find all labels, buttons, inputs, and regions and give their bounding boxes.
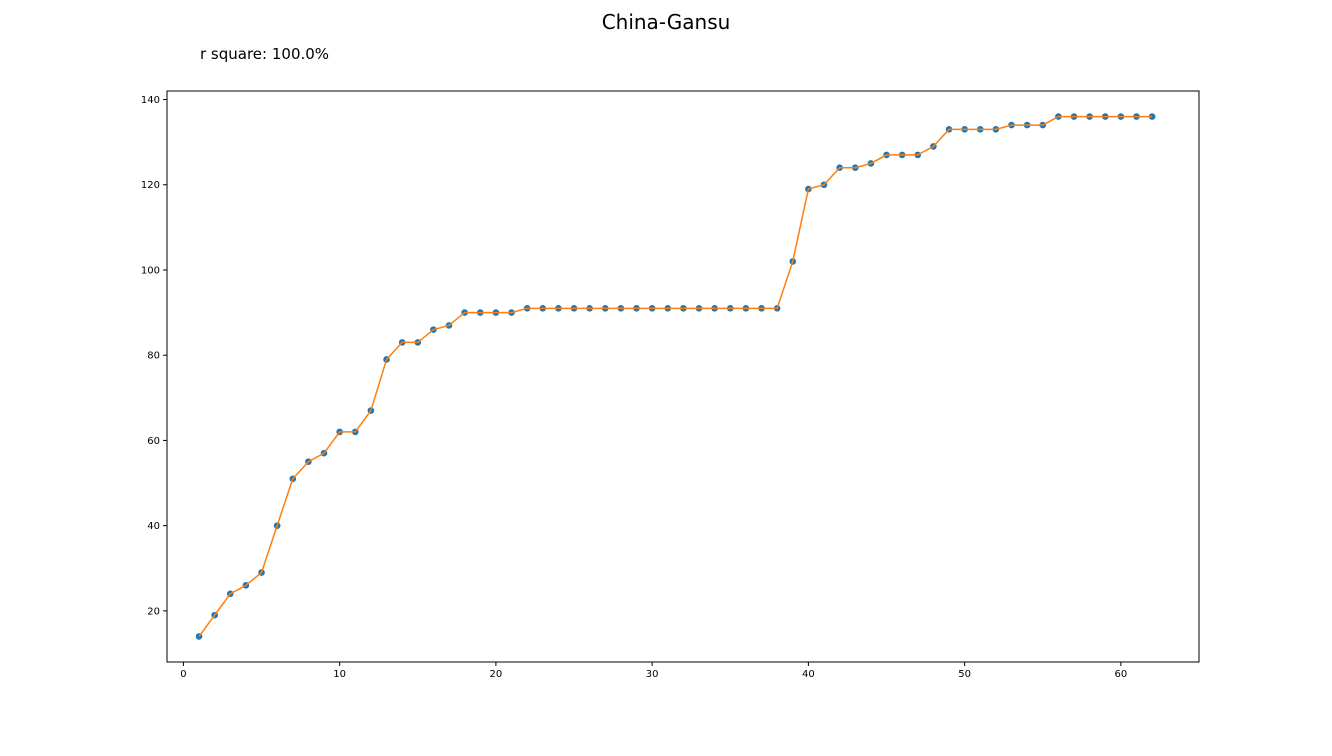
x-tick-label: 0 bbox=[180, 669, 186, 680]
chart-title: China-Gansu bbox=[601, 10, 731, 34]
y-axis-ticks: 20 40 60 80 100 120 140 bbox=[141, 95, 167, 617]
x-tick: 50 bbox=[958, 662, 971, 680]
x-tick-label: 10 bbox=[333, 669, 346, 680]
x-tick: 0 bbox=[180, 662, 187, 680]
x-tick: 30 bbox=[646, 662, 659, 680]
y-tick-label: 140 bbox=[141, 95, 160, 106]
fit-line bbox=[198, 115, 1153, 637]
x-tick: 10 bbox=[333, 662, 346, 680]
y-tick: 120 bbox=[141, 180, 167, 191]
data-points-layer bbox=[195, 113, 1156, 640]
y-tick: 20 bbox=[147, 606, 167, 617]
y-tick-label: 40 bbox=[147, 521, 160, 532]
y-tick: 140 bbox=[141, 95, 167, 106]
x-tick: 20 bbox=[490, 662, 503, 680]
x-tick: 60 bbox=[1115, 662, 1128, 680]
x-axis-ticks: 0 10 20 30 40 50 60 bbox=[180, 662, 1127, 680]
x-tick-label: 20 bbox=[490, 669, 503, 680]
y-tick: 60 bbox=[147, 436, 167, 447]
y-tick-label: 20 bbox=[147, 606, 160, 617]
y-tick: 100 bbox=[141, 265, 167, 276]
x-tick-label: 40 bbox=[802, 669, 815, 680]
x-tick-label: 60 bbox=[1115, 669, 1128, 680]
y-tick-label: 60 bbox=[147, 436, 160, 447]
y-tick-label: 120 bbox=[141, 180, 160, 191]
y-tick-label: 100 bbox=[141, 265, 160, 276]
y-tick: 40 bbox=[147, 521, 167, 532]
plot-frame bbox=[166, 90, 1200, 663]
x-tick: 40 bbox=[802, 662, 815, 680]
x-tick-label: 30 bbox=[646, 669, 659, 680]
x-tick-label: 50 bbox=[958, 669, 971, 680]
r-square-label: r square: 100.0% bbox=[200, 45, 330, 63]
y-tick: 80 bbox=[147, 351, 167, 362]
y-tick-label: 80 bbox=[147, 351, 160, 362]
